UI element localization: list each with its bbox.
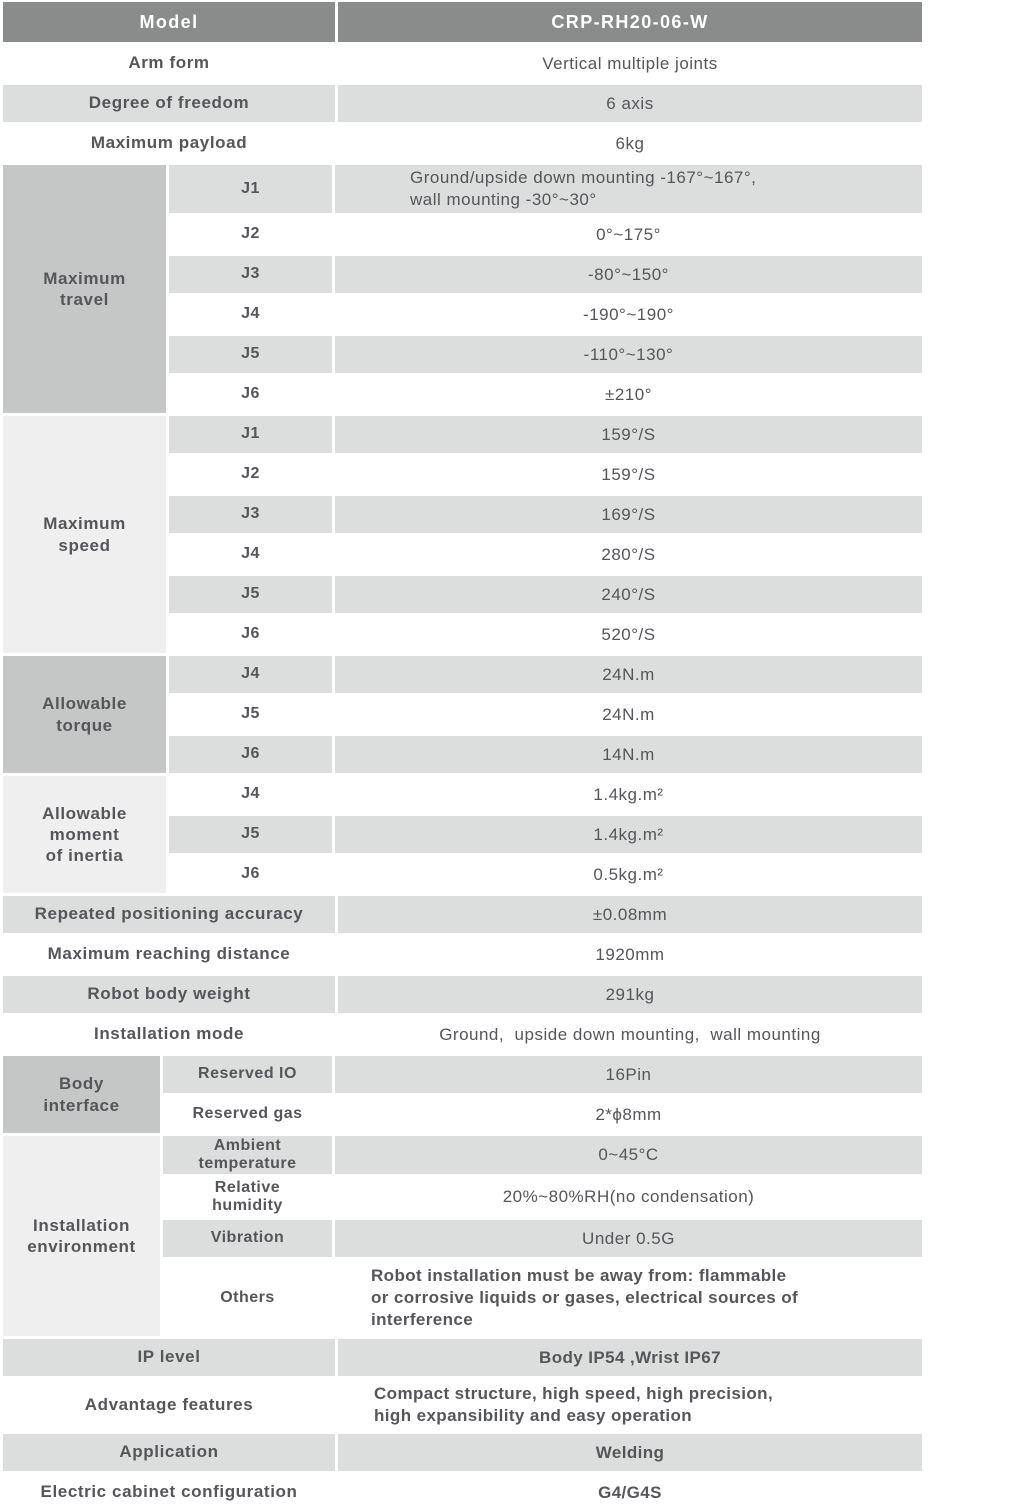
- joint-label: J4: [169, 536, 332, 573]
- row-label: Maximum reaching distance: [3, 936, 335, 973]
- joint-value: 0.5kg.m²: [335, 856, 922, 893]
- group-installation-environment: Installation environment Ambient tempera…: [3, 1136, 922, 1336]
- sub-label: Reserved gas: [163, 1096, 332, 1133]
- row-arm-form: Arm form Vertical multiple joints: [3, 45, 922, 82]
- joint-label: J3: [169, 496, 332, 533]
- group-label: Maximum travel: [3, 165, 166, 413]
- table-header-row: Model CRP-RH20-06-W: [3, 2, 922, 42]
- row-label: Maximum payload: [3, 125, 335, 162]
- row-value: Ground, upside down mounting, wall mount…: [338, 1016, 922, 1053]
- joint-label: J2: [169, 456, 332, 493]
- robot-spec-table: Model CRP-RH20-06-W Arm form Vertical mu…: [3, 2, 922, 1511]
- row-label: IP level: [3, 1339, 335, 1376]
- row-label: Installation mode: [3, 1016, 335, 1053]
- joint-label: J5: [169, 336, 332, 373]
- joint-label: J5: [169, 576, 332, 613]
- group-maximum-travel: Maximum travel J1 Ground/upside down mou…: [3, 165, 922, 413]
- joint-label: J4: [169, 296, 332, 333]
- joint-value: 159°/S: [335, 416, 922, 453]
- joint-label: J6: [169, 856, 332, 893]
- joint-value: 159°/S: [335, 456, 922, 493]
- group-allowable-torque: Allowable torque J4 24N.m J5 24N.m J6 14…: [3, 656, 922, 773]
- sub-value: 16Pin: [335, 1056, 922, 1093]
- row-value: 1920mm: [338, 936, 922, 973]
- row-label: Application: [3, 1434, 335, 1471]
- row-value: Vertical multiple joints: [338, 45, 922, 82]
- joint-value: 14N.m: [335, 736, 922, 773]
- joint-label: J4: [169, 776, 332, 813]
- group-label: Allowable torque: [3, 656, 166, 773]
- sub-label: Vibration: [163, 1220, 332, 1257]
- row-label: Robot body weight: [3, 976, 335, 1013]
- joint-value: -80°~150°: [335, 256, 922, 293]
- row-label: Degree of freedom: [3, 85, 335, 122]
- row-degree-of-freedom: Degree of freedom 6 axis: [3, 85, 922, 122]
- group-label: Maximum speed: [3, 416, 166, 653]
- row-maximum-payload: Maximum payload 6kg: [3, 125, 922, 162]
- joint-value: ±210°: [335, 376, 922, 413]
- row-value: 6kg: [338, 125, 922, 162]
- sub-value: 0~45°C: [335, 1136, 922, 1174]
- sub-value: Under 0.5G: [335, 1220, 922, 1257]
- row-label: Electric cabinet configuration: [3, 1474, 335, 1511]
- joint-value: -190°~190°: [335, 296, 922, 333]
- row-ip-level: IP level Body IP54 ,Wrist IP67: [3, 1339, 922, 1376]
- joint-label: J5: [169, 816, 332, 853]
- row-value: Compact structure, high speed, high prec…: [338, 1379, 922, 1431]
- row-value: Body IP54 ,Wrist IP67: [338, 1339, 922, 1376]
- sub-label: Ambient temperature: [163, 1136, 332, 1174]
- joint-label: J4: [169, 656, 332, 693]
- row-label: Repeated positioning accuracy: [3, 896, 335, 933]
- sub-value: 2*ϕ8mm: [335, 1096, 922, 1133]
- row-value: 291kg: [338, 976, 922, 1013]
- row-electric-cabinet-configuration: Electric cabinet configuration G4/G4S: [3, 1474, 922, 1511]
- group-label: Body interface: [3, 1056, 160, 1133]
- joint-value: 169°/S: [335, 496, 922, 533]
- row-installation-mode: Installation mode Ground, upside down mo…: [3, 1016, 922, 1053]
- joint-label: J5: [169, 696, 332, 733]
- sub-label: Reserved IO: [163, 1056, 332, 1093]
- row-label: Arm form: [3, 45, 335, 82]
- joint-value: 1.4kg.m²: [335, 776, 922, 813]
- joint-label: J2: [169, 216, 332, 253]
- joint-label: J6: [169, 736, 332, 773]
- group-maximum-speed: Maximum speed J1 159°/S J2 159°/S J3 169…: [3, 416, 922, 653]
- row-value: ±0.08mm: [338, 896, 922, 933]
- row-value: Welding: [338, 1434, 922, 1471]
- row-maximum-reaching-distance: Maximum reaching distance 1920mm: [3, 936, 922, 973]
- sub-value: Robot installation must be away from: fl…: [335, 1260, 922, 1336]
- joint-value: 24N.m: [335, 656, 922, 693]
- joint-value: 280°/S: [335, 536, 922, 573]
- sub-value: 20%~80%RH(no condensation): [335, 1177, 922, 1217]
- group-label: Installation environment: [3, 1136, 160, 1336]
- joint-value: 0°~175°: [335, 216, 922, 253]
- row-robot-body-weight: Robot body weight 291kg: [3, 976, 922, 1013]
- row-advantage-features: Advantage features Compact structure, hi…: [3, 1379, 922, 1431]
- header-model-label: Model: [3, 2, 335, 42]
- joint-value: 240°/S: [335, 576, 922, 613]
- sub-label: Relative humidity: [163, 1177, 332, 1217]
- group-allowable-moment-of-inertia: Allowable moment of inertia J4 1.4kg.m² …: [3, 776, 922, 893]
- sub-label: Others: [163, 1260, 332, 1336]
- header-model-value: CRP-RH20-06-W: [338, 2, 922, 42]
- row-application: Application Welding: [3, 1434, 922, 1471]
- row-repeated-positioning-accuracy: Repeated positioning accuracy ±0.08mm: [3, 896, 922, 933]
- group-body-interface: Body interface Reserved IO 16Pin Reserve…: [3, 1056, 922, 1133]
- joint-value: 1.4kg.m²: [335, 816, 922, 853]
- joint-value: 520°/S: [335, 616, 922, 653]
- joint-value: -110°~130°: [335, 336, 922, 373]
- row-value: 6 axis: [338, 85, 922, 122]
- joint-label: J3: [169, 256, 332, 293]
- row-value: G4/G4S: [338, 1474, 922, 1511]
- joint-label: J1: [169, 165, 332, 213]
- row-label: Advantage features: [3, 1379, 335, 1431]
- joint-label: J6: [169, 616, 332, 653]
- joint-label: J6: [169, 376, 332, 413]
- group-label: Allowable moment of inertia: [3, 776, 166, 893]
- joint-value: 24N.m: [335, 696, 922, 733]
- joint-value: Ground/upside down mounting -167°~167°, …: [335, 165, 922, 213]
- joint-label: J1: [169, 416, 332, 453]
